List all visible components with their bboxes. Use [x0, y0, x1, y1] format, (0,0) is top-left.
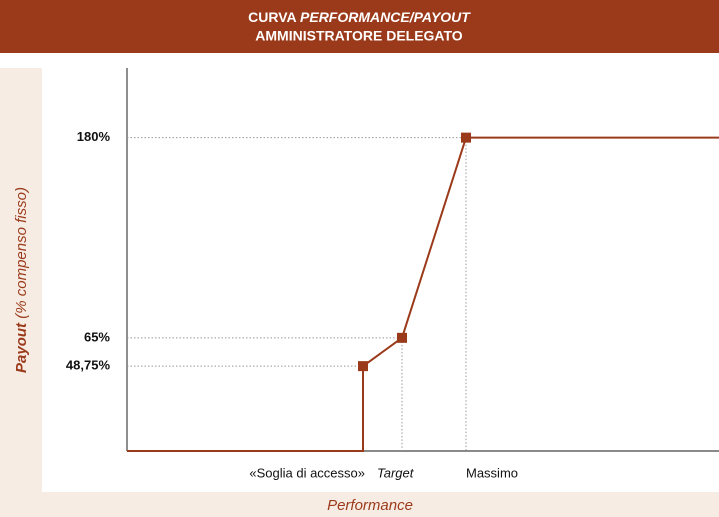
y-tick-label: 48,75% — [66, 358, 111, 373]
y-title-part: Payout — [13, 322, 30, 373]
chart-title-line1: CURVA PERFORMANCE/PAYOUT — [248, 9, 471, 25]
y-tick-label: 180% — [77, 129, 111, 144]
curve — [362, 137, 467, 367]
y-tick-label: 65% — [84, 329, 110, 344]
x-label-band — [42, 492, 719, 517]
title-bar — [0, 0, 719, 53]
point — [397, 332, 407, 343]
title-part: PERFORMANCE/PAYOUT — [300, 9, 471, 25]
x-tick-label: «Soglia di accesso» — [249, 465, 365, 480]
x-axis-title: Performance — [327, 497, 413, 514]
point — [461, 132, 471, 143]
x-tick-label: Target — [377, 465, 415, 480]
title-part: CURVA — [248, 9, 296, 25]
y-axis-title: Payout (% compenso fisso) — [13, 187, 30, 373]
chart-title-line2: AMMINISTRATORE DELEGATO — [255, 28, 463, 44]
curve-base — [127, 366, 364, 452]
x-tick-label: Massimo — [466, 465, 518, 480]
y-label-band — [0, 68, 42, 517]
point — [358, 361, 368, 372]
y-title-part: (% compenso fisso) — [13, 187, 30, 319]
